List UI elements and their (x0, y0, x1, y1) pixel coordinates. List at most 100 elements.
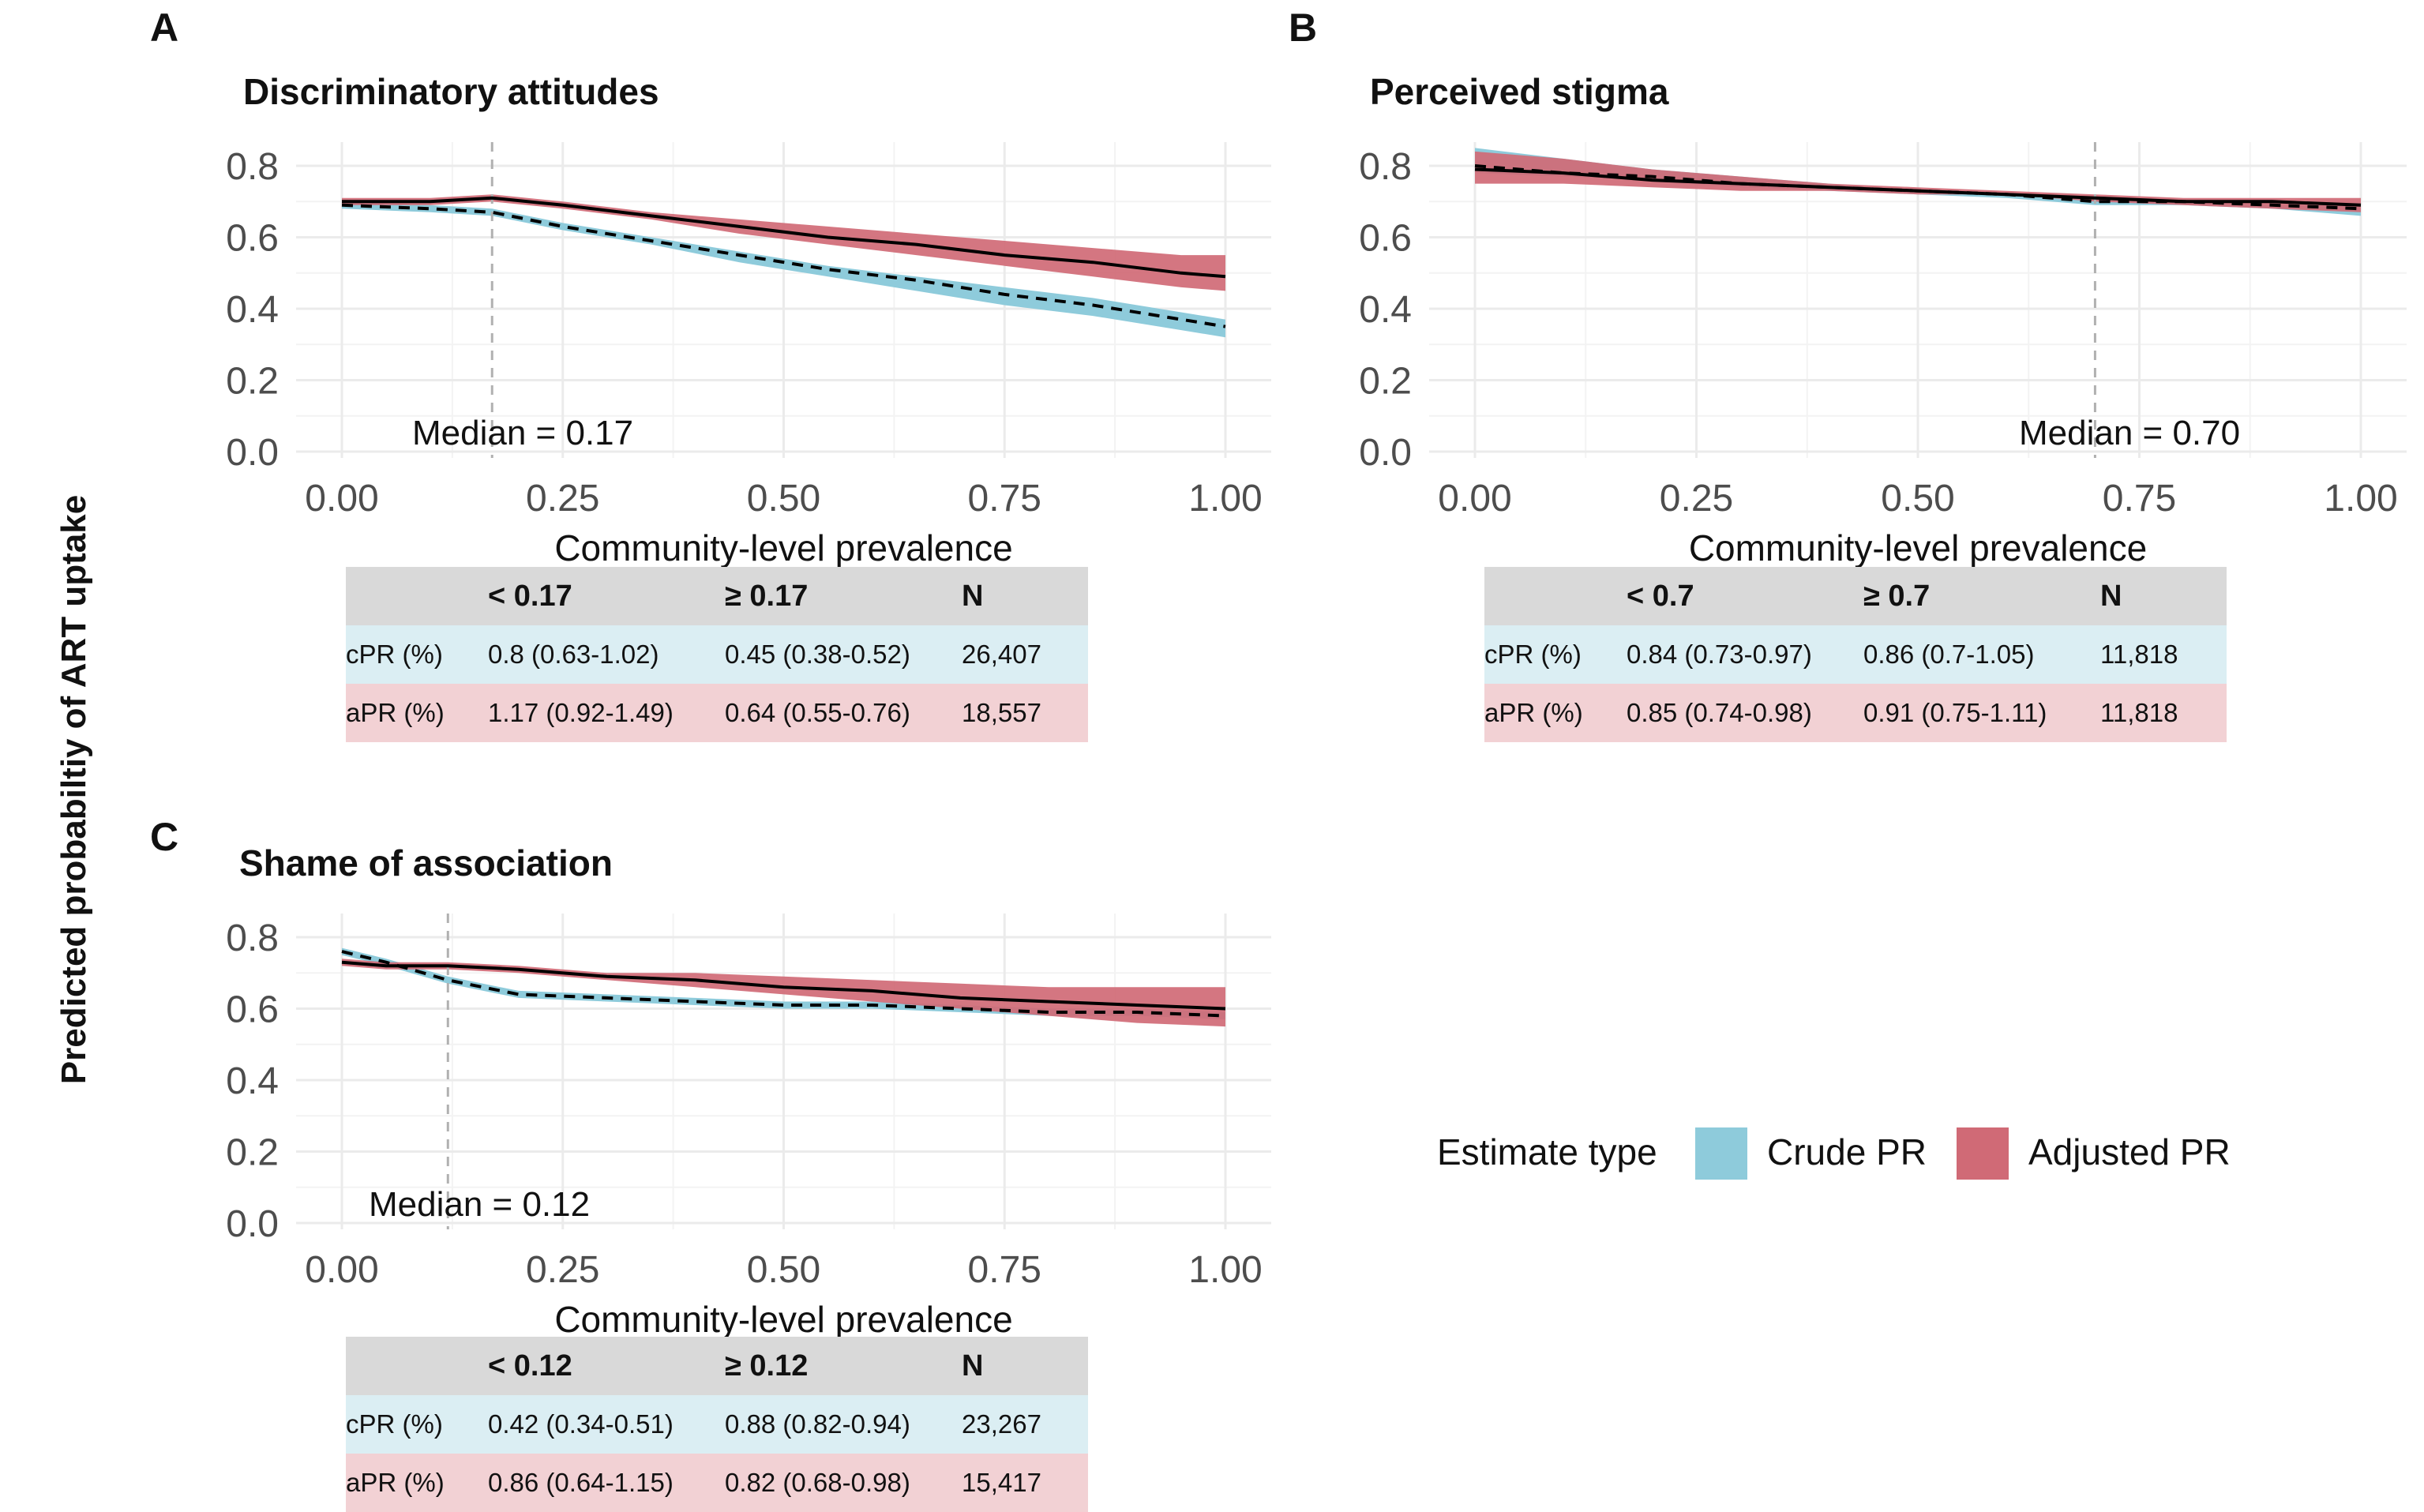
x-axis-title: Community-level prevalence (554, 527, 1012, 568)
table-row-crude: cPR (%) 0.84 (0.73-0.97) 0.86 (0.7-1.05)… (1484, 625, 2227, 684)
table-cell: 1.17 (0.92-1.49) (488, 698, 674, 727)
y-tick-label: 0.0 (1359, 432, 1412, 474)
summary-table-b: < 0.7 ≥ 0.7 N cPR (%) 0.84 (0.73-0.97) 0… (1484, 567, 2227, 742)
table-header-cell: ≥ 0.17 (725, 579, 809, 613)
summary-table-a: < 0.17 ≥ 0.17 N cPR (%) 0.8 (0.63-1.02) … (346, 567, 1088, 742)
legend-adjusted-label: Adjusted PR (2028, 1131, 2231, 1172)
panel-title: Perceived stigma (1370, 71, 1669, 112)
y-tick-label: 0.4 (226, 289, 279, 331)
legend: Estimate type Crude PR Adjusted PR (1437, 1127, 2231, 1180)
table-cell: 18,557 (962, 698, 1041, 727)
y-tick-label: 0.0 (226, 1203, 279, 1245)
adjusted-estimate-line (342, 196, 1226, 279)
table-cell: cPR (%) (346, 640, 443, 669)
table-cell: 26,407 (962, 640, 1041, 669)
table-row-adjusted: aPR (%) 0.86 (0.64-1.15) 0.82 (0.68-0.98… (346, 1454, 1088, 1512)
x-tick-label: 0.25 (1660, 478, 1733, 520)
table-cell: 11,818 (2100, 640, 2178, 669)
table-header-cell: < 0.7 (1627, 579, 1694, 613)
y-tick-label: 0.6 (226, 989, 279, 1031)
table-header-cell: ≥ 0.7 (1863, 579, 1931, 613)
table-cell: aPR (%) (346, 1468, 445, 1497)
crude-ci-band (342, 201, 1225, 338)
table-cell: 0.64 (0.55-0.76) (725, 698, 910, 727)
median-label: Median = 0.70 (2019, 414, 2240, 452)
table-header-row: < 0.12 ≥ 0.12 N (346, 1337, 1088, 1395)
summary-table-c: < 0.12 ≥ 0.12 N cPR (%) 0.42 (0.34-0.51)… (346, 1337, 1088, 1512)
x-tick-label: 0.75 (968, 1249, 1041, 1291)
legend-adjusted-swatch (1957, 1127, 2009, 1180)
legend-crude-swatch (1695, 1127, 1747, 1180)
table-cell: cPR (%) (346, 1409, 443, 1439)
panel-letter: A (150, 6, 178, 50)
x-tick-label: 0.25 (526, 478, 599, 520)
table-header-cell: N (962, 1349, 984, 1383)
table-cell: 0.84 (0.73-0.97) (1627, 640, 1812, 669)
table-cell: 0.85 (0.74-0.98) (1627, 698, 1812, 727)
x-tick-label: 1.00 (1188, 478, 1262, 520)
x-tick-label: 0.25 (526, 1249, 599, 1291)
table-cell: 11,818 (2100, 698, 2178, 727)
table-cell: 0.82 (0.68-0.98) (725, 1468, 910, 1497)
x-tick-label: 1.00 (1188, 1249, 1262, 1291)
y-tick-label: 0.8 (226, 146, 279, 188)
x-tick-label: 0.00 (1438, 478, 1511, 520)
legend-title: Estimate type (1437, 1131, 1657, 1172)
y-tick-label: 0.2 (1359, 361, 1412, 403)
x-tick-label: 1.00 (2324, 478, 2397, 520)
table-row-adjusted: aPR (%) 1.17 (0.92-1.49) 0.64 (0.55-0.76… (346, 684, 1088, 742)
table-cell: cPR (%) (1484, 640, 1582, 669)
x-tick-label: 0.00 (305, 1249, 378, 1291)
y-axis-label: Predicted probabiltiy of ART uptake (54, 495, 93, 1084)
table-header-cell: N (2100, 579, 2122, 613)
table-cell: aPR (%) (1484, 698, 1583, 727)
y-tick-label: 0.6 (1359, 218, 1412, 260)
adjusted-ci-band (342, 194, 1225, 291)
y-tick-label: 0.4 (226, 1060, 279, 1102)
crude-estimate-line (341, 950, 1226, 1018)
table-cell: 0.86 (0.7-1.05) (1863, 640, 2035, 669)
table-cell: 0.91 (0.75-1.11) (1863, 698, 2047, 727)
table-row-crude: cPR (%) 0.42 (0.34-0.51) 0.88 (0.82-0.94… (346, 1395, 1088, 1454)
table-row-adjusted: aPR (%) 0.85 (0.74-0.98) 0.91 (0.75-1.11… (1484, 684, 2227, 742)
y-tick-label: 0.4 (1359, 289, 1412, 331)
x-tick-label: 0.75 (968, 478, 1041, 520)
x-tick-label: 0.00 (305, 478, 378, 520)
legend-crude-label: Crude PR (1767, 1131, 1927, 1172)
adjusted-ci-band (1475, 151, 2361, 212)
y-tick-label: 0.8 (1359, 146, 1412, 188)
panel-title: Shame of association (239, 842, 613, 884)
x-tick-label: 0.50 (1881, 478, 1954, 520)
table-cell: 0.8 (0.63-1.02) (488, 640, 659, 669)
x-axis-title: Community-level prevalence (1689, 527, 2147, 568)
panel-letter: C (150, 815, 178, 859)
x-tick-label: 0.75 (2103, 478, 2176, 520)
y-tick-label: 0.2 (226, 1132, 279, 1174)
y-tick-label: 0.8 (226, 917, 279, 959)
table-cell: 15,417 (962, 1468, 1041, 1497)
table-cell: 0.88 (0.82-0.94) (725, 1409, 910, 1439)
table-cell: aPR (%) (346, 698, 445, 727)
table-header-row: < 0.17 ≥ 0.17 N (346, 567, 1088, 625)
table-header-cell: ≥ 0.12 (725, 1349, 809, 1383)
table-header-cell: < 0.12 (488, 1349, 572, 1383)
y-tick-label: 0.0 (226, 432, 279, 474)
table-row-crude: cPR (%) 0.8 (0.63-1.02) 0.45 (0.38-0.52)… (346, 625, 1088, 684)
table-cell: 23,267 (962, 1409, 1041, 1439)
crude-estimate-line (341, 203, 1226, 328)
x-axis-title: Community-level prevalence (554, 1299, 1012, 1340)
median-label: Median = 0.12 (369, 1185, 590, 1224)
table-cell: 0.45 (0.38-0.52) (725, 640, 910, 669)
adjusted-estimate-line (1474, 167, 2362, 207)
x-tick-label: 0.50 (747, 478, 820, 520)
table-cell: 0.86 (0.64-1.15) (488, 1468, 674, 1497)
x-tick-label: 0.50 (747, 1249, 820, 1291)
y-tick-label: 0.2 (226, 361, 279, 403)
y-tick-label: 0.6 (226, 218, 279, 260)
adjusted-estimate-line (341, 960, 1226, 1011)
panel-title: Discriminatory attitudes (243, 71, 659, 112)
table-header-cell: N (962, 579, 984, 613)
table-header-row: < 0.7 ≥ 0.7 N (1484, 567, 2227, 625)
table-cell: 0.42 (0.34-0.51) (488, 1409, 674, 1439)
